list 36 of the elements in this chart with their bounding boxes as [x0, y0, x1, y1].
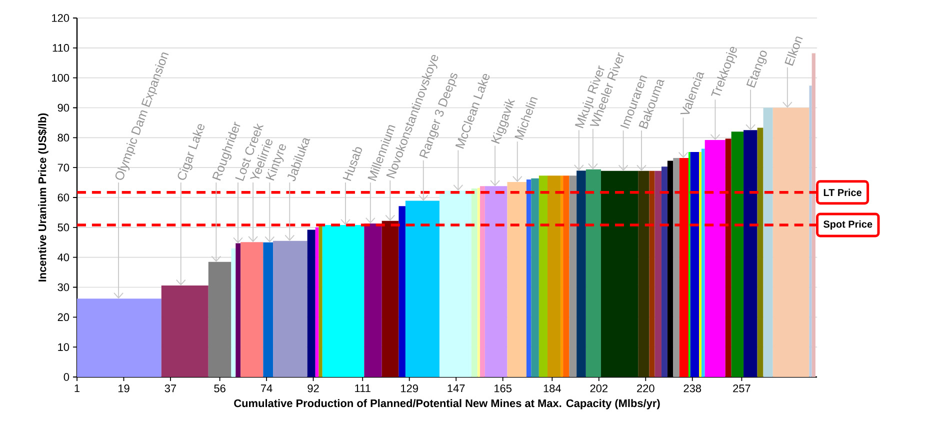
x-tick-label: 202: [590, 384, 608, 392]
x-tick-label: 111: [355, 384, 370, 392]
x-tick-label: 37: [164, 384, 176, 392]
x-tick-label: 184: [544, 384, 561, 392]
x-tick-label: 56: [214, 384, 226, 392]
x-tick-label: 129: [401, 384, 418, 392]
y-tick-label: 30: [58, 283, 70, 292]
x-tick-label: 165: [494, 384, 512, 392]
annotation: Elkon: [784, 36, 803, 66]
annotation: Husab: [342, 147, 362, 182]
y-tick-label: 60: [58, 194, 70, 202]
y-tick-label: 40: [58, 253, 70, 262]
y-tick-label: 70: [58, 164, 70, 172]
x-tick-label: 238: [684, 384, 702, 392]
y-tick-label: 50: [58, 224, 70, 232]
y-tick-label: 110: [52, 44, 70, 52]
y-tick-label: 80: [58, 134, 70, 142]
x-tick-label: 257: [733, 384, 750, 392]
y-tick-label: 120: [52, 14, 70, 22]
ref-line-label: LT Price: [824, 188, 862, 196]
x-axis-title: Cumulative Production of Planned/Potential New Mines at Max. Capacity (Mlbs/yr): [234, 399, 660, 410]
y-tick-label: 90: [58, 104, 70, 112]
y-tick-label: 10: [58, 343, 70, 351]
y-tick-label: 100: [52, 74, 70, 82]
annotation: Etango: [746, 50, 767, 88]
x-tick-label: 147: [448, 384, 465, 392]
x-tick-label: 19: [118, 384, 130, 392]
y-tick-label: 0: [64, 373, 70, 381]
y-axis-title: Incentive Uranium Price (US$/lb): [38, 113, 48, 282]
x-tick-label: 220: [637, 384, 654, 392]
ref-line-label: Spot Price: [824, 220, 872, 230]
x-tick-label: 1: [74, 384, 80, 392]
x-tick-label: 74: [261, 384, 272, 392]
y-tick-label: 20: [58, 313, 70, 322]
annotation: Cigar Lake: [178, 124, 204, 180]
x-tick-label: 92: [308, 384, 319, 392]
